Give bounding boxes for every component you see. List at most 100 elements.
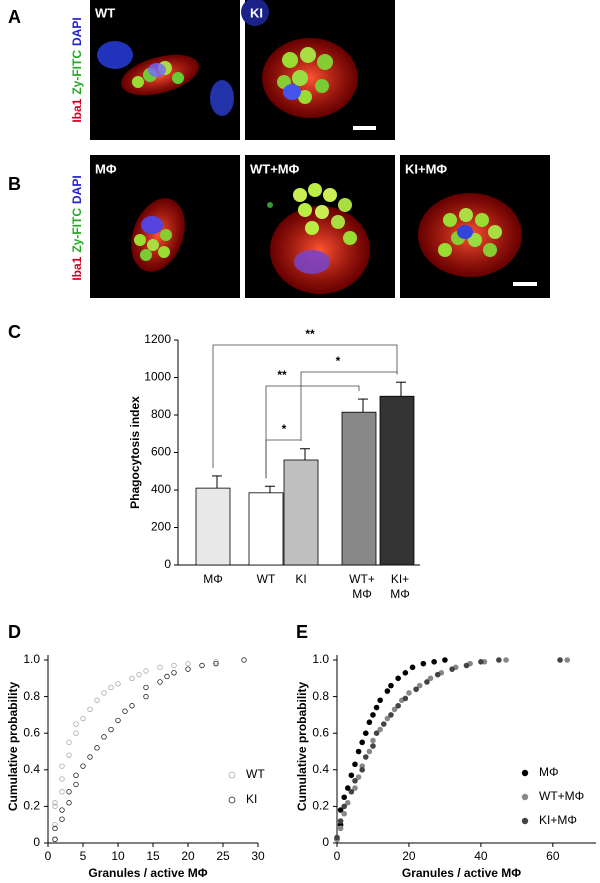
panel-label: A xyxy=(8,7,21,27)
image-label: KI+MΦ xyxy=(405,161,447,176)
bar xyxy=(379,395,415,566)
data-point xyxy=(129,675,135,681)
data-point xyxy=(395,675,401,682)
data-point xyxy=(157,679,163,685)
data-point xyxy=(52,825,58,832)
data-point xyxy=(341,803,347,810)
data-point xyxy=(337,825,344,832)
panel-label: D xyxy=(8,622,21,642)
y-tick-label: 0 xyxy=(33,835,40,849)
data-point xyxy=(406,690,412,696)
y-tick-label: 1.0 xyxy=(312,652,329,666)
y-tick-label: 1.0 xyxy=(23,652,40,666)
data-point xyxy=(416,682,423,689)
data-point xyxy=(449,666,455,672)
x-tick-label: 0 xyxy=(334,849,341,863)
y-tick-label: 200 xyxy=(151,520,171,534)
data-point xyxy=(115,681,121,687)
channel-label: Iba1 Zy-FITC DAPI xyxy=(70,17,84,122)
data-point xyxy=(391,706,398,713)
legend-label: WT+MΦ xyxy=(539,789,584,803)
channel-name: DAPI xyxy=(70,17,84,46)
data-point xyxy=(355,774,362,780)
micrograph xyxy=(90,155,240,298)
data-point xyxy=(402,695,409,702)
data-point xyxy=(348,788,355,795)
data-point xyxy=(185,666,191,672)
data-point xyxy=(136,671,142,678)
legend-marker xyxy=(521,817,529,825)
data-point xyxy=(564,657,571,663)
bar xyxy=(283,459,319,566)
data-point xyxy=(337,807,344,813)
label-line: KI+ xyxy=(391,572,409,586)
data-point xyxy=(557,657,563,663)
data-point xyxy=(388,682,394,689)
micrograph xyxy=(241,0,395,140)
data-point xyxy=(59,789,65,795)
y-tick-label: 0 xyxy=(164,557,171,571)
x-tick-label: 60 xyxy=(546,849,560,863)
data-point xyxy=(66,752,72,758)
legend-label: KI xyxy=(246,792,257,806)
data-point xyxy=(370,712,376,718)
data-point xyxy=(164,673,170,680)
data-point xyxy=(59,763,65,769)
data-point xyxy=(388,712,394,718)
legend-marker xyxy=(228,771,236,779)
data-point xyxy=(52,836,58,843)
data-point xyxy=(66,739,72,746)
channel-name: Zy-FITC xyxy=(70,50,84,95)
data-point xyxy=(348,772,355,779)
panel-label: B xyxy=(8,174,21,194)
significance-mark: * xyxy=(336,354,341,368)
data-point xyxy=(420,660,427,667)
panel-label: C xyxy=(8,322,21,342)
data-point xyxy=(59,776,65,782)
legend-marker xyxy=(521,769,529,777)
data-point xyxy=(496,657,502,663)
data-point xyxy=(52,800,58,806)
y-axis-label: Cumulative probability xyxy=(295,682,309,812)
data-point xyxy=(185,660,191,667)
data-point xyxy=(66,789,72,795)
channel-name: Iba1 xyxy=(70,256,84,280)
x-tick-label: 15 xyxy=(146,849,160,863)
channel-name: Iba1 xyxy=(70,98,84,122)
significance-bracket xyxy=(265,385,360,479)
data-point xyxy=(377,726,383,733)
data-point xyxy=(344,785,351,791)
micrograph xyxy=(400,155,550,298)
y-tick-label: 800 xyxy=(151,407,171,421)
y-tick-label: 0.6 xyxy=(312,725,329,739)
x-axis-label: Granules / active MΦ xyxy=(88,866,207,880)
x-tick-label: WT+ MΦ xyxy=(349,572,375,601)
x-tick-label: WT xyxy=(257,572,276,586)
data-point xyxy=(359,767,365,773)
data-point xyxy=(115,717,121,724)
y-tick-label: 0.2 xyxy=(312,799,329,813)
y-tick-label: 0.8 xyxy=(23,689,40,703)
data-point xyxy=(241,657,247,663)
label-line: MΦ xyxy=(390,587,410,601)
channel-label: Iba1 Zy-FITC DAPI xyxy=(70,175,84,280)
data-point xyxy=(143,693,149,700)
y-axis-label: Phagocytosis index xyxy=(128,396,142,509)
data-point xyxy=(87,754,93,760)
significance-mark: ** xyxy=(305,327,315,341)
data-point xyxy=(370,737,376,744)
data-point xyxy=(478,659,484,665)
panel-label: E xyxy=(296,622,308,642)
data-point xyxy=(373,704,380,711)
channel-name: DAPI xyxy=(70,175,84,204)
data-point xyxy=(108,684,114,691)
x-tick-label: 20 xyxy=(402,849,416,863)
bar xyxy=(248,492,284,566)
data-point xyxy=(377,697,383,704)
data-point xyxy=(171,670,177,676)
data-point xyxy=(384,688,391,694)
significance-bracket xyxy=(212,344,398,468)
data-point xyxy=(157,664,163,671)
x-tick-label: 5 xyxy=(80,849,87,863)
